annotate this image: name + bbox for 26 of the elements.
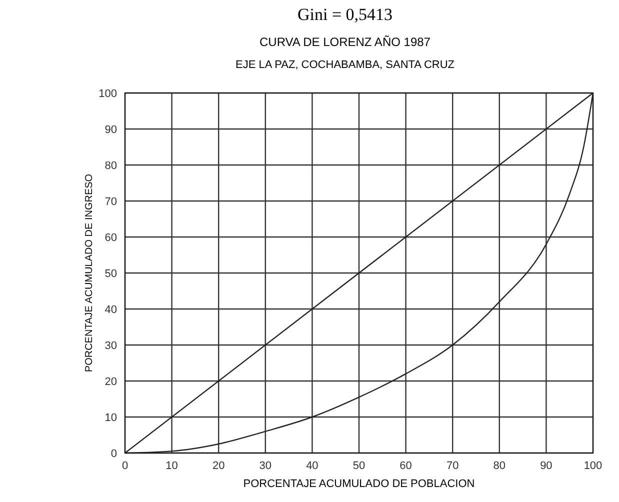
y-tick-label: 30 [104,340,117,352]
chart-title: Gini = 0,5413 [297,5,393,24]
y-tick-label: 10 [104,412,117,424]
x-tick-label: 0 [122,460,128,472]
x-tick-label: 60 [400,460,412,472]
y-tick-label: 100 [98,88,117,100]
x-tick-label: 70 [446,460,459,472]
y-tick-label: 20 [104,376,117,388]
x-tick-label: 10 [166,460,178,472]
x-tick-label: 50 [352,460,366,472]
x-tick-label: 20 [212,460,225,472]
y-tick-label: 50 [104,268,117,280]
x-tick-label: 30 [259,460,272,472]
chart-subtitle: CURVA DE LORENZ AÑO 1987 EJE LA PAZ, COCHABAMBA, SANTA CRUZ [235,35,455,71]
x-axis-title: PORCENTAJE ACUMULADO DE POBLACION [243,478,475,490]
x-tick-label: 100 [584,460,602,472]
x-tick-label: 80 [493,460,506,472]
y-tick-label: 80 [104,160,117,172]
y-tick-label: 90 [104,124,117,136]
y-tick-label: 40 [104,304,117,316]
y-tick-label: 60 [104,232,117,244]
x-tick-label: 40 [306,460,318,472]
y-tick-label: 0 [110,448,117,460]
y-axis-title: PORCENTAJE ACUMULADO DE INGRESO [84,174,95,372]
x-tick-label: 90 [540,460,552,472]
y-tick-label: 70 [104,196,117,208]
